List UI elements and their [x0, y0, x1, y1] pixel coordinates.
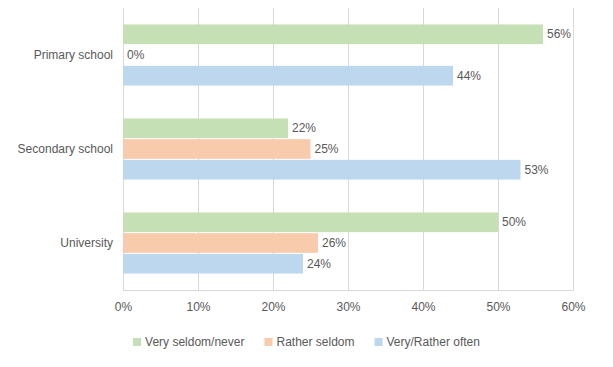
tick-label: 0%	[115, 300, 133, 314]
legend-label: Rather seldom	[276, 335, 354, 349]
grid-line	[498, 8, 499, 290]
category-label: University	[60, 236, 113, 250]
bar	[123, 118, 288, 138]
data-label: 26%	[322, 236, 346, 250]
bar	[123, 160, 521, 180]
data-label: 50%	[502, 215, 526, 229]
tick-label: 20%	[261, 300, 285, 314]
bars	[123, 24, 543, 273]
legend-label: Very/Rather often	[387, 335, 480, 349]
grid-line	[573, 8, 574, 290]
bar	[123, 45, 124, 65]
legend-swatch	[133, 338, 141, 346]
data-label: 0%	[127, 48, 145, 62]
data-labels: 56% 22% 50% 0% 25% 26% 44% 53% 24%	[127, 27, 571, 270]
chart: 0% 10% 20% 30% 40% 50% 60% Primary school Second…	[0, 0, 613, 367]
data-label: 53%	[525, 163, 549, 177]
tick: 40%	[411, 290, 435, 314]
tick: Primary school	[34, 48, 123, 62]
grid	[123, 8, 573, 290]
bar	[123, 254, 303, 274]
tick-label: 40%	[411, 300, 435, 314]
axis-line	[124, 290, 574, 291]
legend: Very seldom/never Rather seldom Very/Rathe…	[133, 335, 480, 349]
category-label: Secondary school	[18, 142, 113, 156]
data-label: 56%	[547, 27, 571, 41]
data-label: 25%	[315, 142, 339, 156]
bar	[123, 139, 311, 159]
legend-label: Very seldom/never	[145, 335, 244, 349]
data-label: 24%	[307, 257, 331, 271]
category-axis: Primary school Secondary school University	[18, 9, 124, 291]
tick: University	[60, 236, 123, 250]
tick-label: 30%	[336, 300, 360, 314]
legend-item: Very seldom/never	[133, 335, 244, 349]
legend-item: Rather seldom	[264, 335, 354, 349]
tick: 20%	[261, 290, 285, 314]
bar	[123, 66, 453, 86]
tick: 10%	[186, 290, 210, 314]
tick: 50%	[486, 290, 510, 314]
tick-label: 10%	[186, 300, 210, 314]
legend-swatch	[264, 338, 272, 346]
tick: Secondary school	[18, 142, 123, 156]
bar	[123, 24, 543, 44]
tick: 0%	[115, 290, 133, 314]
bar	[123, 233, 318, 253]
legend-swatch	[375, 338, 383, 346]
tick-label: 60%	[561, 300, 585, 314]
legend-item: Very/Rather often	[375, 335, 480, 349]
category-label: Primary school	[34, 48, 113, 62]
grid-line	[348, 8, 349, 290]
data-label: 44%	[457, 69, 481, 83]
value-axis: 0% 10% 20% 30% 40% 50% 60%	[115, 290, 586, 314]
tick: 30%	[336, 290, 360, 314]
tick-label: 50%	[486, 300, 510, 314]
bar	[123, 212, 498, 232]
data-label: 22%	[292, 121, 316, 135]
grid-line	[423, 8, 424, 290]
plot: 0% 10% 20% 30% 40% 50% 60% Primary school Second…	[18, 8, 586, 314]
tick: 60%	[561, 290, 585, 314]
